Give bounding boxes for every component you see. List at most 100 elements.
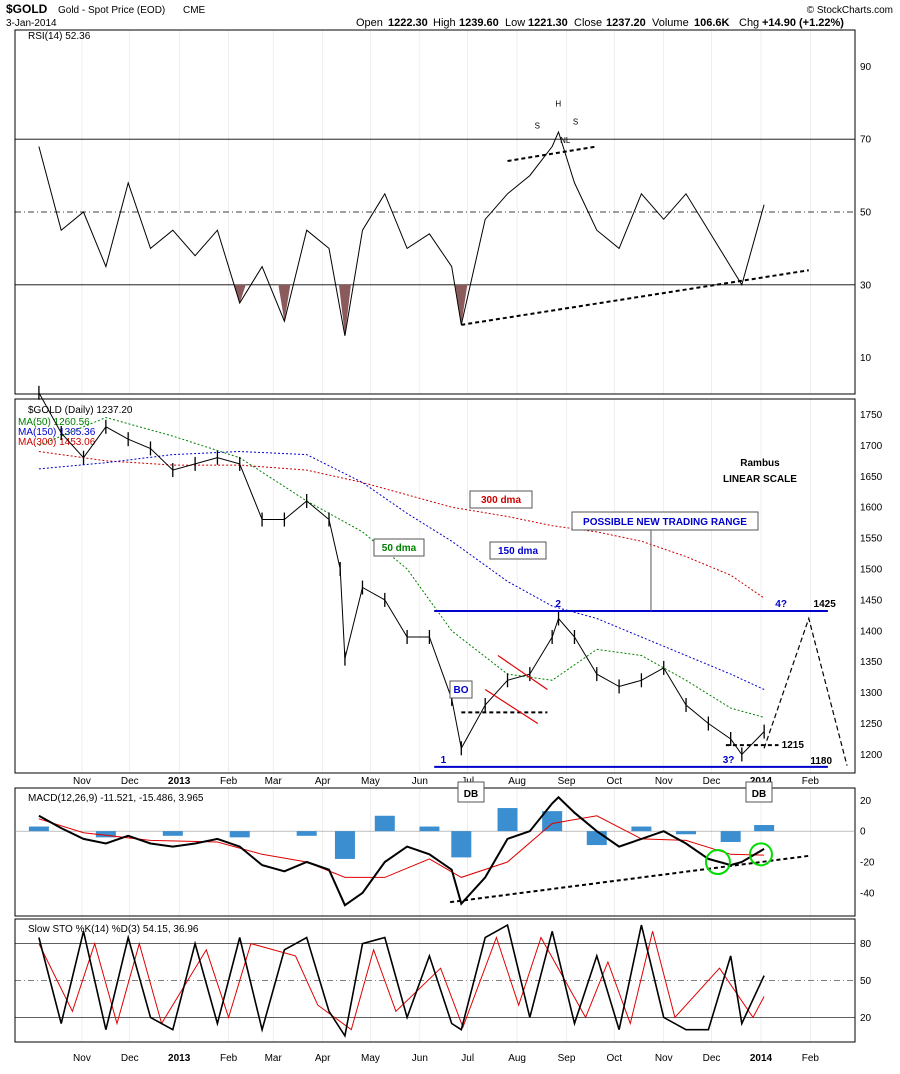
symbol: $GOLD [6, 2, 48, 16]
chg-label: Chg [739, 17, 759, 29]
macd-histogram-bar [586, 831, 607, 846]
macd-line [38, 795, 765, 907]
macd-circle-1 [704, 849, 731, 876]
macd-histogram-bar [334, 831, 355, 859]
rsi-label-nl: NL [560, 136, 571, 145]
price-tick-1750: 1750 [860, 410, 883, 421]
exchange: CME [183, 5, 206, 16]
sto-month-2014: 2014 [750, 1053, 773, 1064]
label-300dma-box [469, 490, 533, 509]
label-1215: 1215 [782, 740, 805, 751]
watermark: © StockCharts.com [807, 5, 893, 16]
flag-bottom-line [484, 689, 539, 725]
sto-month-oct: Oct [607, 1053, 623, 1064]
label-bo-box [449, 680, 473, 699]
rsi-label-s1: S [535, 121, 540, 130]
rsi-oversold-fill [338, 284, 351, 336]
high-value: 1239.60 [459, 17, 499, 29]
legend-ma50: MA(50) 1260.56 [18, 417, 90, 428]
macd-histogram-bar [676, 831, 697, 835]
close-label: Close [574, 17, 602, 29]
price-tick-1600: 1600 [860, 503, 883, 514]
macd-histogram-bar [754, 825, 775, 832]
macd-signal-line [38, 815, 765, 878]
label-50dma-text: 50 dma [382, 543, 417, 554]
sto-plot: 80 50 20 [15, 923, 872, 1038]
rsi-support-trendline [461, 269, 809, 326]
instrument-name: Gold - Spot Price (EOD) [58, 5, 165, 16]
price-tick-1300: 1300 [860, 688, 883, 699]
macd-histogram-bar [419, 826, 440, 832]
sto-month-jun: Jun [412, 1053, 428, 1064]
sto-title: Slow STO %K(14) %D(3) 54.15, 36.96 [28, 924, 199, 935]
macd-panel [14, 787, 856, 917]
sto-month-apr: Apr [315, 1053, 331, 1064]
sto-month-nov: Nov [73, 1053, 91, 1064]
macd-support-trendline [450, 854, 809, 904]
price-month-2013: 2013 [168, 776, 191, 787]
sto-month-feb: Feb [802, 1053, 820, 1064]
label-1425: 1425 [814, 599, 837, 610]
price-tick-1350: 1350 [860, 657, 883, 668]
low-value: 1221.30 [528, 17, 568, 29]
label-trading-range-box [571, 511, 759, 531]
price-tick-1700: 1700 [860, 441, 883, 452]
label-db-2-box [745, 781, 773, 803]
price-month-may: May [361, 776, 380, 787]
chg-value: +14.90 (+1.22%) [762, 17, 844, 29]
author-label: Rambus [740, 458, 780, 469]
label-150dma-text: 150 dma [498, 546, 538, 557]
price-plot: 1750170016501600155015001450140013501300… [38, 385, 883, 803]
sto-month-may: May [361, 1053, 380, 1064]
price-month-nov: Nov [73, 776, 91, 787]
price-line [38, 392, 765, 756]
price-month-sep: Sep [558, 776, 576, 787]
price-month-jun: Jun [412, 776, 428, 787]
rsi-tick-50: 50 [860, 208, 872, 219]
label-bo-text: BO [454, 685, 469, 696]
price-month-feb: Feb [802, 776, 820, 787]
label-1180: 1180 [810, 756, 832, 767]
price-title: $GOLD (Daily) 1237.20 [28, 405, 133, 416]
price-tick-1500: 1500 [860, 565, 883, 576]
price-month-aug: Aug [508, 776, 526, 787]
legend-ma150: MA(150) 1305.36 [18, 427, 96, 438]
rsi-label-h: H [555, 99, 561, 108]
label-db-1-box [457, 781, 485, 803]
label-50dma-box [373, 538, 425, 557]
rsi-neckline [507, 145, 597, 163]
sto-month-mar: Mar [265, 1053, 283, 1064]
projection-path [763, 616, 848, 766]
macd-histogram-bar [631, 826, 652, 832]
macd-histogram-bar [95, 831, 116, 838]
price-tick-1550: 1550 [860, 534, 883, 545]
label-point-2: 2 [555, 599, 561, 610]
legend-ma300: MA(300) 1453.06 [18, 437, 96, 448]
volume-label: Volume [652, 17, 689, 29]
macd-histogram-bar [28, 826, 49, 832]
rsi-oversold-fill [455, 284, 468, 325]
macd-tick-0: 0 [860, 827, 866, 838]
rsi-tick-30: 30 [860, 280, 872, 291]
price-month-dec: Dec [121, 776, 139, 787]
sto-month-dec: Dec [703, 1053, 721, 1064]
rsi-line [38, 130, 765, 336]
label-point-1: 1 [441, 755, 447, 766]
price-month-mar: Mar [265, 776, 283, 787]
price-month-dec: Dec [703, 776, 721, 787]
price-panel [14, 398, 856, 774]
label-150dma-box [489, 541, 547, 560]
label-db-2-text: DB [752, 789, 766, 800]
sto-month-2013: 2013 [168, 1053, 191, 1064]
close-value: 1237.20 [606, 17, 646, 29]
rsi-tick-70: 70 [860, 135, 872, 146]
macd-histogram-bar [542, 811, 563, 832]
sto-month-dec: Dec [121, 1053, 139, 1064]
chart-date: 3-Jan-2014 [6, 18, 57, 29]
macd-histogram-bar [720, 831, 741, 842]
sto-month-nov: Nov [655, 1053, 673, 1064]
rsi-oversold-fill [278, 284, 291, 322]
